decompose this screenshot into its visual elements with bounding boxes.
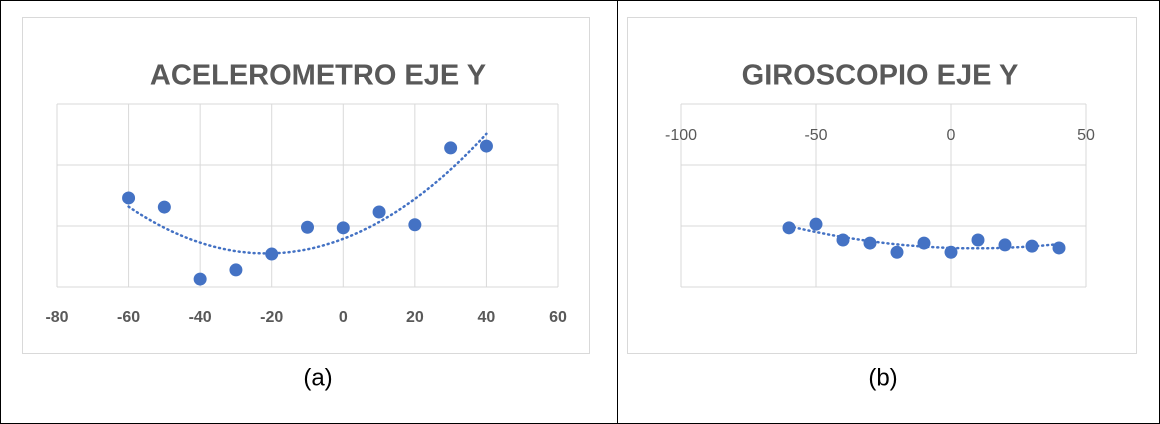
point [863,236,877,250]
point [157,200,171,214]
x-tick-label: 40 [478,309,496,326]
point [479,139,493,153]
caption: (a) [303,364,332,391]
point [301,220,314,234]
x-tick-label: 60 [549,309,567,326]
point [836,233,850,247]
point [809,217,823,231]
point [782,221,796,235]
point [336,221,350,235]
point [265,247,279,261]
trendline [127,132,488,255]
x-tick-label: -50 [804,127,827,144]
chart-frame [22,17,590,354]
point [372,205,386,219]
x-tick-label: 0 [947,127,956,144]
x-tick-label: 20 [406,309,424,326]
x-tick-label: 0 [339,309,348,326]
x-tick-label: -80 [45,309,68,326]
point [122,191,136,205]
chart-title: ACELEROMETRO EJE Y [150,60,486,92]
point [229,263,243,277]
point [890,245,904,259]
point [1052,241,1066,255]
x-tick-label: -100 [665,127,697,144]
point [1025,239,1039,253]
chart-frame [627,17,1137,354]
point [193,272,207,286]
x-tick-label: -60 [117,309,140,326]
point [971,233,985,247]
chart-title: GIROSCOPIO EJE Y [742,60,1019,92]
x-tick-label: 50 [1077,127,1095,144]
caption: (b) [868,364,897,391]
point [998,238,1012,252]
x-tick-label: -40 [189,309,212,326]
point [408,218,422,232]
x-tick-label: -20 [260,309,283,326]
point [944,245,958,259]
point [444,141,458,155]
point [917,236,931,250]
